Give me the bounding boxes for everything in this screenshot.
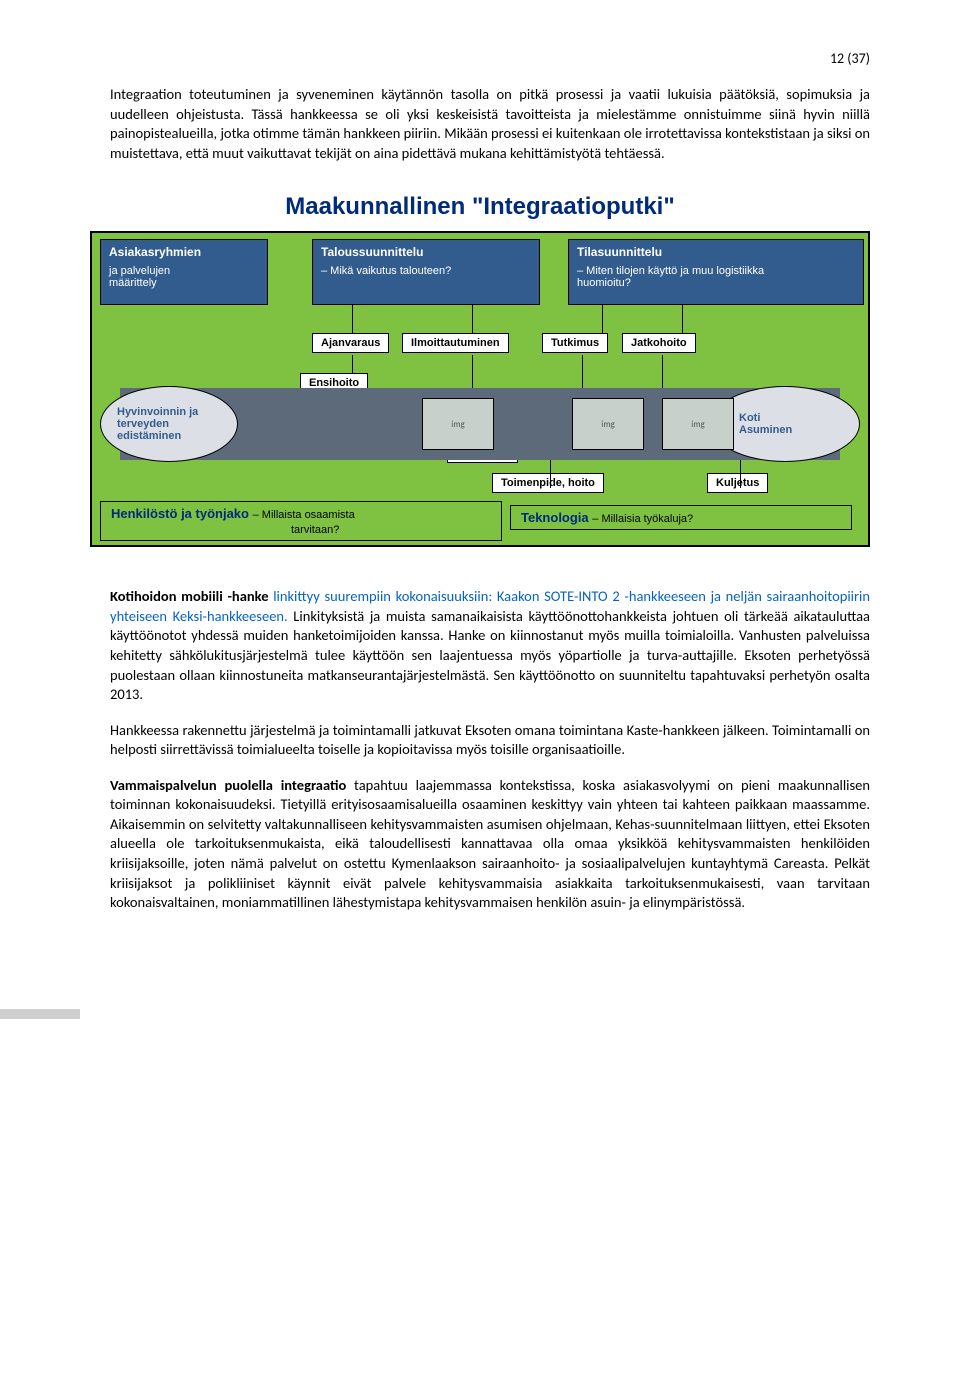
box-kuljetus: Kuljetus xyxy=(707,473,768,493)
bar-henkilosto: Henkilöstö ja työnjako – Millaista osaam… xyxy=(100,501,502,541)
label: Asuminen xyxy=(739,424,859,436)
connector xyxy=(582,355,583,388)
para4-bold: Vammaispalvelun puolella integraatio xyxy=(110,776,346,794)
connector xyxy=(352,305,353,335)
box-ajanvaraus: Ajanvaraus xyxy=(312,333,389,353)
box-jatkohoito: Jatkohoito xyxy=(622,333,696,353)
connector xyxy=(472,355,473,388)
intro-paragraph: Integraation toteutuminen ja syveneminen… xyxy=(110,85,870,163)
para4-rest: tapahtuu laajemmassa kontekstissa, koska… xyxy=(110,776,870,911)
label: huomioitu? xyxy=(577,277,855,289)
label: Koti xyxy=(739,412,859,424)
diagram-title: Maakunnallinen "Integraatioputki" xyxy=(90,193,870,221)
label: – Millaista osaamista xyxy=(253,509,355,521)
diagram-canvas: Asiakasryhmien ja palvelujen määrittely … xyxy=(90,231,870,547)
box-ilmoittautuminen: Ilmoittautuminen xyxy=(402,333,509,353)
box-tilasuunnittelu: Tilasuunnittelu – Miten tilojen käyttö j… xyxy=(568,239,864,305)
bar-teknologia: Teknologia – Millaisia työkaluja? xyxy=(510,505,852,530)
label: tarvitaan? xyxy=(291,524,339,536)
para-kotihoidon: Kotihoidon mobiili -hanke linkittyy suur… xyxy=(110,587,870,704)
box-toimenpide: Toimenpide, hoito xyxy=(492,473,604,493)
label: Tilasuunnittelu xyxy=(577,245,855,259)
page-number: 12 (37) xyxy=(110,50,870,67)
photo-placeholder: img xyxy=(422,398,494,450)
connector xyxy=(472,305,473,335)
label: – Miten tilojen käyttö ja muu logistiikk… xyxy=(577,265,855,277)
label: Henkilöstö ja työnjako xyxy=(111,506,249,521)
label: Taloussuunnittelu xyxy=(321,245,531,259)
para-vammaispalvelu: Vammaispalvelun puolella integraatio tap… xyxy=(110,776,870,913)
connector xyxy=(682,305,683,335)
para-hankkeessa: Hankkeessa rakennettu järjestelmä ja toi… xyxy=(110,721,870,760)
box-tutkimus: Tutkimus xyxy=(542,333,608,353)
label: ja palvelujen xyxy=(109,265,259,277)
connector xyxy=(662,355,663,388)
photo-placeholder: img xyxy=(572,398,644,450)
integration-pipe-diagram: Maakunnallinen "Integraatioputki" Asiaka… xyxy=(90,193,870,547)
pipe-left-cap: Hyvinvoinnin ja terveyden edistäminen xyxy=(100,386,238,462)
footer-decoration xyxy=(0,1009,80,1019)
label: terveyden xyxy=(117,418,237,430)
label: Teknologia xyxy=(521,510,589,525)
box-asiakasryhmien: Asiakasryhmien ja palvelujen määrittely xyxy=(100,239,268,305)
label: Hyvinvoinnin ja xyxy=(117,406,237,418)
label: Asiakasryhmien xyxy=(109,245,259,259)
connector xyxy=(740,460,741,488)
label: – Mikä vaikutus talouteen? xyxy=(321,265,531,277)
label: edistäminen xyxy=(117,430,237,442)
connector xyxy=(550,460,551,488)
para2-bold: Kotihoidon mobiili -hanke xyxy=(110,587,269,605)
connector xyxy=(602,305,603,335)
label: – Millaisia työkaluja? xyxy=(592,513,693,525)
photo-placeholder: img xyxy=(662,398,734,450)
box-taloussuunnittelu: Taloussuunnittelu – Mikä vaikutus talout… xyxy=(312,239,540,305)
label: määrittely xyxy=(109,277,259,289)
